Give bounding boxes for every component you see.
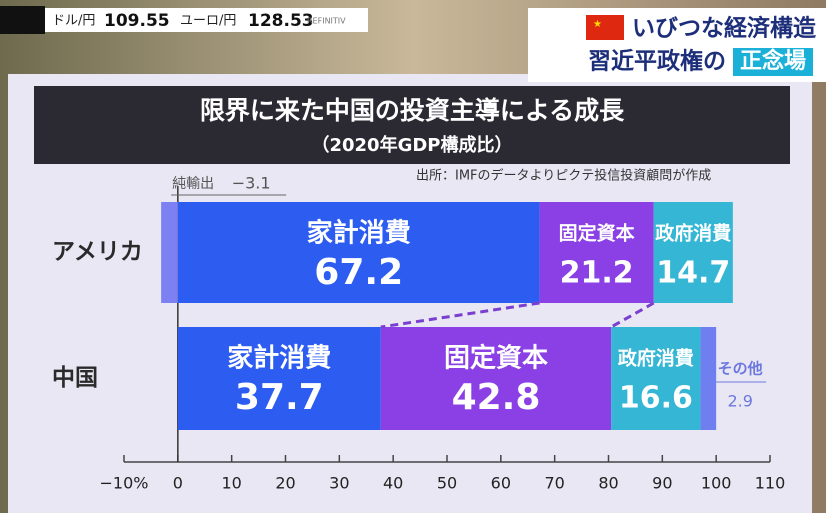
chart-subtitle: （2020年GDP構成比） (311, 134, 512, 156)
x-tick-label: 20 (275, 474, 295, 493)
x-tick-label: 70 (544, 474, 564, 493)
ticker-bar (45, 8, 368, 32)
segment-name: 政府消費 (655, 222, 731, 245)
segment-name: 純輸出 (172, 176, 214, 192)
category-label: アメリカ (52, 239, 143, 265)
segment-value: 37.7 (235, 377, 324, 418)
x-tick-label: −10% (100, 474, 149, 493)
connector (380, 301, 540, 329)
header-highlight: 正念場 (740, 48, 806, 74)
bar-segment (177, 202, 540, 303)
flag-star: ★ (593, 19, 602, 30)
category-label: 中国 (52, 365, 98, 391)
ticker-label: ドル/円 (52, 14, 95, 29)
bar-segment (177, 327, 381, 430)
x-tick-label: 0 (173, 474, 183, 493)
x-tick-label: 30 (329, 474, 349, 493)
header-subtitle: 習近平政権の (588, 48, 726, 75)
ticker-value: 128.53 (248, 11, 314, 31)
ticker-source: REFINITIV (307, 17, 346, 26)
connector (610, 301, 655, 329)
bar-segment (611, 327, 701, 430)
ticker-label: ユーロ/円 (180, 14, 236, 29)
header-topic: いびつな経済構造 (632, 15, 817, 42)
segment-name: 家計消費 (227, 343, 331, 374)
china-flag (586, 15, 624, 40)
bar-segment (161, 202, 178, 303)
source-note: 出所：IMFのデータよりピクテ投信投資顧問が作成 (416, 168, 711, 184)
bar-segment (700, 327, 717, 430)
segment-value: 16.6 (619, 381, 693, 416)
bar-segment (380, 327, 612, 430)
title-box (34, 86, 790, 164)
bar-segment (539, 202, 654, 303)
x-tick-label: 100 (701, 474, 732, 493)
segment-value: 14.7 (656, 256, 730, 291)
segment-name: 固定資本 (444, 343, 548, 374)
segment-value: −3.1 (232, 174, 271, 193)
x-tick-label: 40 (383, 474, 403, 493)
x-tick-label: 80 (598, 474, 618, 493)
ticker-logo-area (0, 6, 45, 34)
x-tick-label: 60 (491, 474, 511, 493)
segment-name: 政府消費 (618, 347, 694, 370)
chart-title: 限界に来た中国の投資主導による成長 (200, 96, 625, 125)
segment-value: 2.9 (727, 392, 752, 411)
highlight-box (733, 48, 813, 76)
ticker-value: 109.55 (104, 11, 170, 31)
segment-value: 67.2 (314, 252, 403, 293)
segment-value: 42.8 (452, 377, 541, 418)
segment-name: 家計消費 (307, 218, 411, 249)
bar-segment (653, 202, 733, 303)
x-tick-label: 110 (755, 474, 786, 493)
x-tick-label: 50 (437, 474, 457, 493)
segment-name: 固定資本 (559, 222, 635, 245)
x-tick-label: 10 (221, 474, 241, 493)
segment-name: その他 (718, 360, 763, 378)
x-tick-label: 90 (652, 474, 672, 493)
segment-value: 21.2 (560, 256, 634, 291)
